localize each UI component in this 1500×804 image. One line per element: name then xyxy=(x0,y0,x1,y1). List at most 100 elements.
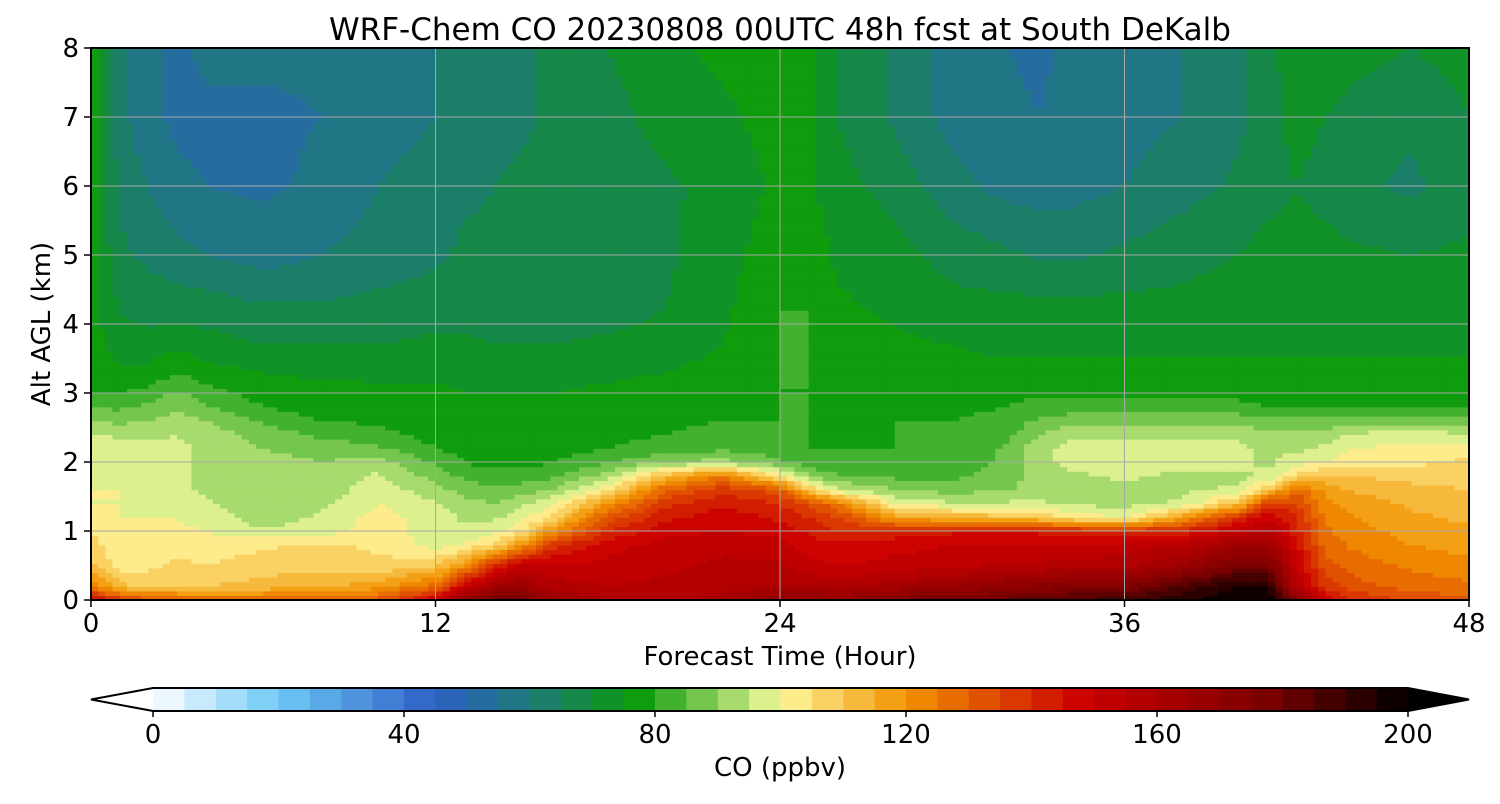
heatmap-cell xyxy=(148,140,156,145)
heatmap-cell xyxy=(177,513,185,518)
heatmap-cell xyxy=(113,439,121,444)
heatmap-cell xyxy=(184,53,192,58)
heatmap-cell xyxy=(206,296,214,301)
heatmap-cell xyxy=(199,186,207,191)
heatmap-cell xyxy=(134,218,142,223)
heatmap-cell xyxy=(141,476,149,481)
heatmap-cell xyxy=(98,485,106,490)
heatmap-cell xyxy=(127,145,135,150)
heatmap-cell xyxy=(184,94,192,99)
heatmap-cell xyxy=(206,434,214,439)
heatmap-cell xyxy=(156,94,164,99)
heatmap-cell xyxy=(113,338,121,343)
heatmap-cell xyxy=(113,292,121,297)
heatmap-cell xyxy=(105,411,113,416)
heatmap-cell xyxy=(134,204,142,209)
heatmap-cell xyxy=(163,462,171,467)
heatmap-cell xyxy=(199,89,207,94)
heatmap-cell xyxy=(184,421,192,426)
heatmap-cell xyxy=(170,296,178,301)
heatmap-cell xyxy=(127,287,135,292)
heatmap-cell xyxy=(134,421,142,426)
heatmap-cell xyxy=(227,545,235,550)
heatmap-cell xyxy=(148,421,156,426)
heatmap-cell xyxy=(191,582,199,587)
heatmap-cell xyxy=(220,287,228,292)
heatmap-cell xyxy=(148,94,156,99)
heatmap-cell xyxy=(134,402,142,407)
heatmap-cell xyxy=(191,57,199,62)
heatmap-cell xyxy=(199,310,207,315)
heatmap-cell xyxy=(148,172,156,177)
heatmap-cell xyxy=(199,375,207,380)
heatmap-cell xyxy=(220,448,228,453)
heatmap-cell xyxy=(148,407,156,412)
heatmap-cell xyxy=(191,480,199,485)
heatmap-cell xyxy=(156,292,164,297)
heatmap-cell xyxy=(170,149,178,154)
heatmap-cell xyxy=(98,430,106,435)
heatmap-cell xyxy=(177,287,185,292)
heatmap-cell xyxy=(199,306,207,311)
heatmap-cell xyxy=(134,278,142,283)
heatmap-cell xyxy=(191,572,199,577)
heatmap-cell xyxy=(184,549,192,554)
heatmap-cell xyxy=(199,324,207,329)
heatmap-cell xyxy=(220,577,228,582)
heatmap-cell xyxy=(227,485,235,490)
heatmap-cell xyxy=(91,352,99,357)
heatmap-cell xyxy=(156,453,164,458)
heatmap-cell xyxy=(120,315,128,320)
heatmap-cell xyxy=(213,94,221,99)
heatmap-cell xyxy=(163,476,171,481)
heatmap-cell xyxy=(177,577,185,582)
heatmap-cell xyxy=(105,361,113,366)
heatmap-cell xyxy=(177,283,185,288)
heatmap-cell xyxy=(98,398,106,403)
heatmap-cell xyxy=(170,356,178,361)
heatmap-cell xyxy=(163,246,171,251)
heatmap-cell xyxy=(120,517,128,522)
heatmap-cell xyxy=(199,490,207,495)
heatmap-cell xyxy=(199,347,207,352)
heatmap-cell xyxy=(206,223,214,228)
heatmap-cell xyxy=(113,577,121,582)
heatmap-cell xyxy=(127,218,135,223)
heatmap-cell xyxy=(148,517,156,522)
heatmap-cell xyxy=(177,315,185,320)
heatmap-cell xyxy=(184,425,192,430)
heatmap-cell xyxy=(127,76,135,81)
heatmap-cell xyxy=(184,407,192,412)
heatmap-cell xyxy=(184,301,192,306)
heatmap-cell xyxy=(98,453,106,458)
heatmap-cell xyxy=(113,131,121,136)
heatmap-cell xyxy=(141,416,149,421)
heatmap-cell xyxy=(148,591,156,596)
heatmap-cell xyxy=(113,549,121,554)
heatmap-cell xyxy=(141,421,149,426)
heatmap-cell xyxy=(113,89,121,94)
heatmap-cell xyxy=(113,508,121,513)
heatmap-cell xyxy=(113,572,121,577)
heatmap-cell xyxy=(148,283,156,288)
heatmap-cell xyxy=(113,494,121,499)
heatmap-cell xyxy=(127,554,135,559)
heatmap-cell xyxy=(206,411,214,416)
heatmap-cell xyxy=(170,315,178,320)
heatmap-cell xyxy=(156,490,164,495)
heatmap-cell xyxy=(105,379,113,384)
heatmap-cell xyxy=(206,57,214,62)
heatmap-cell xyxy=(213,540,221,545)
heatmap-cell xyxy=(127,342,135,347)
heatmap-cell xyxy=(170,522,178,527)
heatmap-cell xyxy=(91,204,99,209)
heatmap-cell xyxy=(141,237,149,242)
heatmap-cell xyxy=(213,324,221,329)
heatmap-cell xyxy=(206,554,214,559)
heatmap-cell xyxy=(134,554,142,559)
heatmap-cell xyxy=(156,195,164,200)
heatmap-cell xyxy=(163,508,171,513)
heatmap-cell xyxy=(227,531,235,536)
heatmap-cell xyxy=(105,287,113,292)
heatmap-cell xyxy=(127,283,135,288)
